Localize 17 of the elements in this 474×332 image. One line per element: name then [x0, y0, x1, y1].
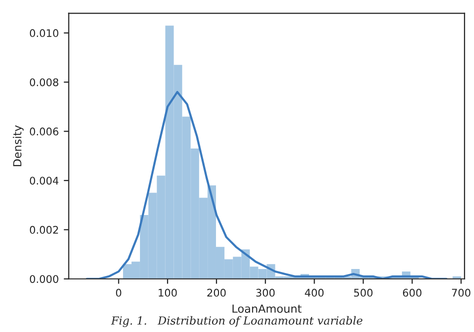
y-tick-label: 0.002	[30, 226, 58, 234]
x-tick-label: 400	[304, 288, 324, 297]
y-tick-label: 0.000	[30, 275, 58, 283]
y-tick-label: 0.008	[30, 78, 58, 86]
x-tick-label: 300	[256, 288, 275, 297]
x-tick-label: 0	[116, 288, 122, 297]
y-axis-title: Density	[12, 125, 24, 166]
y-tick-label: 0.010	[30, 29, 58, 38]
x-tick-label: 100	[158, 288, 177, 297]
x-axis-title: LoanAmount	[232, 304, 302, 313]
x-tick-label: 700	[452, 288, 470, 297]
caption: Fig. 1. Distribution of Loanamount variable	[110, 316, 362, 328]
y-tick-label: 0.006	[30, 128, 58, 136]
y-tick-label: 0.004	[30, 176, 58, 185]
x-tick-label: 500	[354, 288, 372, 297]
x-tick-label: 600	[402, 288, 422, 297]
x-tick-label: 200	[207, 288, 226, 297]
